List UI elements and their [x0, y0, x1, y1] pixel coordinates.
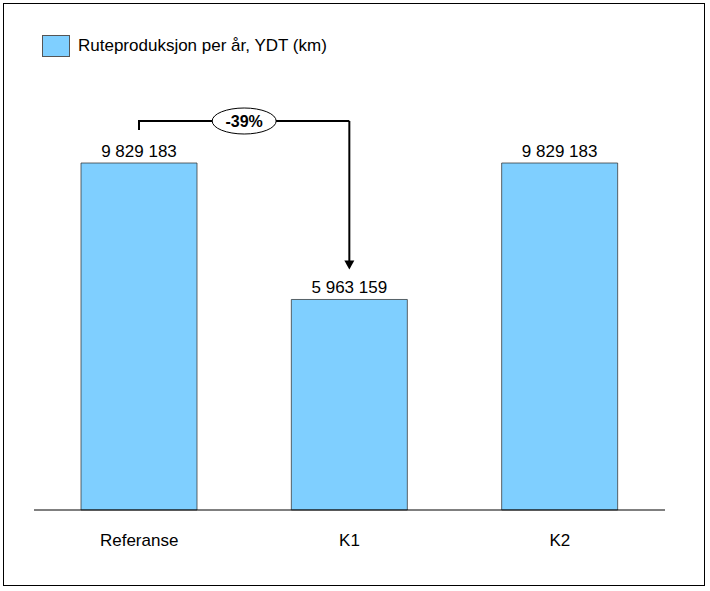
- svg-text:K2: K2: [549, 531, 570, 550]
- svg-text:K1: K1: [339, 531, 360, 550]
- html-text:Ruteproduksjon per år, YDT (km: Ruteproduksjon per år, YDT (km): [78, 36, 327, 55]
- svg-text:Referanse: Referanse: [100, 531, 178, 550]
- svg-text:5 963 159: 5 963 159: [312, 278, 388, 297]
- svg-text:9 829 183: 9 829 183: [101, 142, 177, 161]
- svg-text:-39%: -39%: [225, 113, 262, 130]
- svg-text:9 829 183: 9 829 183: [522, 142, 598, 161]
